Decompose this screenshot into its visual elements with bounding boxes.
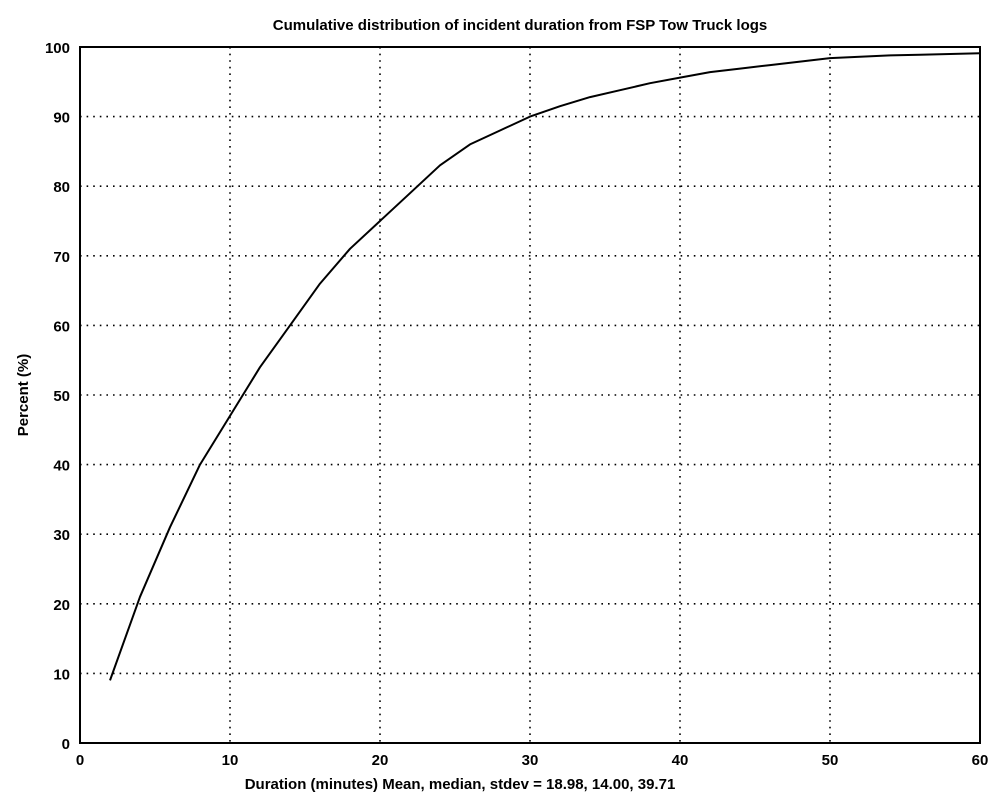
chart-title: Cumulative distribution of incident dura… [273, 17, 767, 34]
y-tick-label: 50 [53, 388, 70, 405]
x-tick-label: 20 [372, 752, 389, 769]
y-tick-label: 20 [53, 597, 70, 614]
tick-labels: 0 10 20 30 40 50 60 0 10 20 30 40 50 60 70 80 90 100 [45, 40, 988, 769]
x-axis-label: Duration (minutes) Mean, median, stdev =… [245, 776, 676, 793]
x-tick-label: 10 [222, 752, 239, 769]
y-tick-label: 0 [62, 736, 70, 753]
y-axis-label: Percent (%) [15, 354, 32, 437]
y-tick-label: 60 [53, 318, 70, 335]
plot-frame [79, 46, 981, 744]
x-tick-label: 30 [522, 752, 539, 769]
x-tick-label: 0 [76, 752, 84, 769]
y-tick-label: 100 [45, 40, 70, 57]
series-layer [109, 52, 981, 681]
y-tick-label: 80 [53, 179, 70, 196]
grid-lines [80, 47, 980, 743]
y-tick-label: 40 [53, 458, 70, 475]
y-tick-label: 90 [53, 110, 70, 127]
y-tick-label: 30 [53, 527, 70, 544]
y-tick-label: 10 [53, 666, 70, 683]
cdf-line [109, 52, 981, 681]
x-tick-label: 60 [972, 752, 989, 769]
x-tick-label: 40 [672, 752, 689, 769]
y-tick-label: 70 [53, 249, 70, 266]
x-tick-label: 50 [822, 752, 839, 769]
